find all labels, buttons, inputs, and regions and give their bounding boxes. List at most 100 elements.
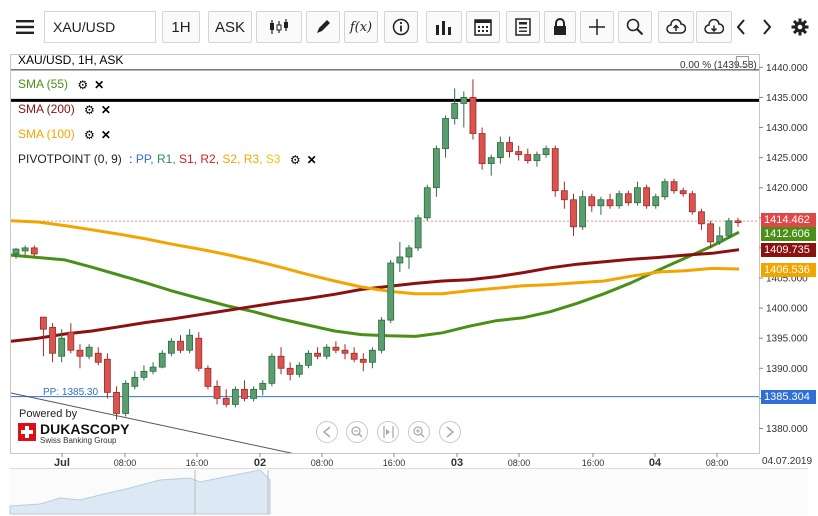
legend-sma-200: SMA (200) ⚙ ✕ [18, 102, 111, 117]
candle-body [305, 352, 312, 366]
candle-body [624, 193, 632, 204]
series-line [11, 230, 740, 338]
pivot-r3: R3, [243, 152, 263, 166]
candle-body [350, 352, 358, 360]
zoom-button[interactable] [618, 11, 652, 43]
y-tick-label: 1430.000 [766, 123, 808, 134]
nav-zoom-in-button[interactable] [408, 421, 430, 443]
close-icon[interactable]: ✕ [100, 127, 111, 142]
document-icon [515, 18, 531, 36]
candle-body [469, 97, 477, 134]
candle-body [259, 382, 267, 390]
nav-forward-button[interactable] [439, 421, 461, 443]
candle-body [186, 334, 194, 351]
chart-type-button[interactable] [256, 11, 302, 43]
lock-icon [554, 18, 566, 35]
candle-body [487, 157, 495, 165]
settings-button[interactable] [786, 11, 814, 43]
gear-icon[interactable]: ⚙ [84, 127, 95, 142]
candle-body [551, 148, 559, 192]
scroll-left-button[interactable] [728, 11, 754, 43]
cloud-download-icon [704, 19, 724, 34]
candle-body [542, 148, 550, 155]
candle-body [560, 190, 568, 201]
x-tick-label: 08:00 [706, 458, 729, 468]
price-side-button[interactable]: ASK [208, 11, 252, 43]
navigator-strip[interactable] [10, 468, 808, 515]
last-price-tag: 1414.462 [761, 213, 816, 227]
gear-icon[interactable]: ⚙ [77, 77, 89, 92]
candle-body [634, 187, 641, 204]
candle-body [451, 103, 459, 119]
candle-body [442, 118, 449, 149]
toolbar: XAU/USD 1H ASK f(x) [0, 0, 818, 54]
candle-body [167, 340, 175, 354]
scroll-right-button[interactable] [754, 11, 780, 43]
indicators-button[interactable]: f(x) [344, 11, 378, 43]
chart-area[interactable] [10, 54, 760, 454]
sma100-price-tag: 1406.536 [761, 263, 816, 277]
candle-body [588, 196, 596, 207]
candle-body [94, 352, 102, 363]
gear-icon[interactable]: ⚙ [289, 152, 301, 167]
candle-body [387, 262, 395, 321]
close-icon[interactable]: ✕ [94, 77, 105, 92]
y-tick-label: 1390.000 [766, 364, 808, 375]
info-icon [392, 18, 410, 36]
symbol-input[interactable]: XAU/USD [44, 11, 156, 43]
candle-body [268, 355, 276, 384]
download-button[interactable] [696, 11, 732, 43]
pivot-label: PIVOTPOINT (0, 9) [18, 152, 122, 166]
candle-body [332, 346, 340, 351]
x-tick-label: 16:00 [186, 458, 209, 468]
lock-button[interactable] [544, 11, 576, 43]
crosshair-button[interactable] [580, 11, 614, 43]
candle-body [140, 370, 148, 378]
candle-body [679, 190, 687, 195]
nav-back-button[interactable] [316, 421, 338, 443]
draw-tool-button[interactable] [306, 11, 340, 43]
close-icon[interactable]: ✕ [306, 152, 317, 167]
calendar-button[interactable] [466, 11, 500, 43]
maximize-icon[interactable] [736, 56, 749, 67]
candle-body [405, 247, 413, 258]
nav-zoom-out-button[interactable] [346, 421, 368, 443]
candle-body [533, 154, 541, 162]
candle-body [286, 367, 294, 375]
candle-body [707, 223, 714, 243]
candle-body [30, 247, 38, 255]
x-tick-label: 08:00 [311, 458, 334, 468]
candle-body [76, 349, 84, 357]
candle-body [688, 193, 696, 213]
pivot-s1: S1, [179, 152, 198, 166]
report-button[interactable] [506, 11, 540, 43]
candle-body [606, 199, 614, 207]
candle-body [295, 364, 303, 375]
pivot-r2: R2, [200, 152, 220, 166]
brand-subtitle: Swiss Banking Group [40, 436, 117, 445]
info-button[interactable] [384, 11, 418, 43]
legend-sma-100: SMA (100) ⚙ ✕ [18, 127, 111, 142]
nav-reset-button[interactable] [377, 421, 399, 443]
legend-sma-55: SMA (55) ⚙ ✕ [18, 77, 104, 92]
y-tick-label: 1380.000 [766, 424, 808, 435]
candle-body [21, 247, 29, 252]
gear-icon[interactable]: ⚙ [84, 102, 95, 117]
legend-sma-55-label: SMA (55) [18, 77, 69, 91]
legend-pivot: PIVOTPOINT (0, 9) : PP, R1, S1, R2, S2, … [18, 152, 317, 167]
candle-body [515, 151, 523, 155]
candle-body [177, 340, 184, 351]
candle-body [195, 337, 203, 369]
candle-body [40, 316, 47, 330]
sma200-price-tag: 1409.735 [761, 243, 816, 257]
chart-title: XAU/USD, 1H, ASK [18, 53, 124, 67]
menu-button[interactable] [8, 11, 42, 43]
candle-body [359, 358, 367, 363]
upload-button[interactable] [658, 11, 694, 43]
volume-button[interactable] [426, 11, 462, 43]
pp-price-tag: 1385.304 [761, 390, 816, 404]
close-icon[interactable]: ✕ [100, 102, 111, 117]
candle-body [250, 388, 258, 399]
timeframe-button[interactable]: 1H [162, 11, 200, 43]
